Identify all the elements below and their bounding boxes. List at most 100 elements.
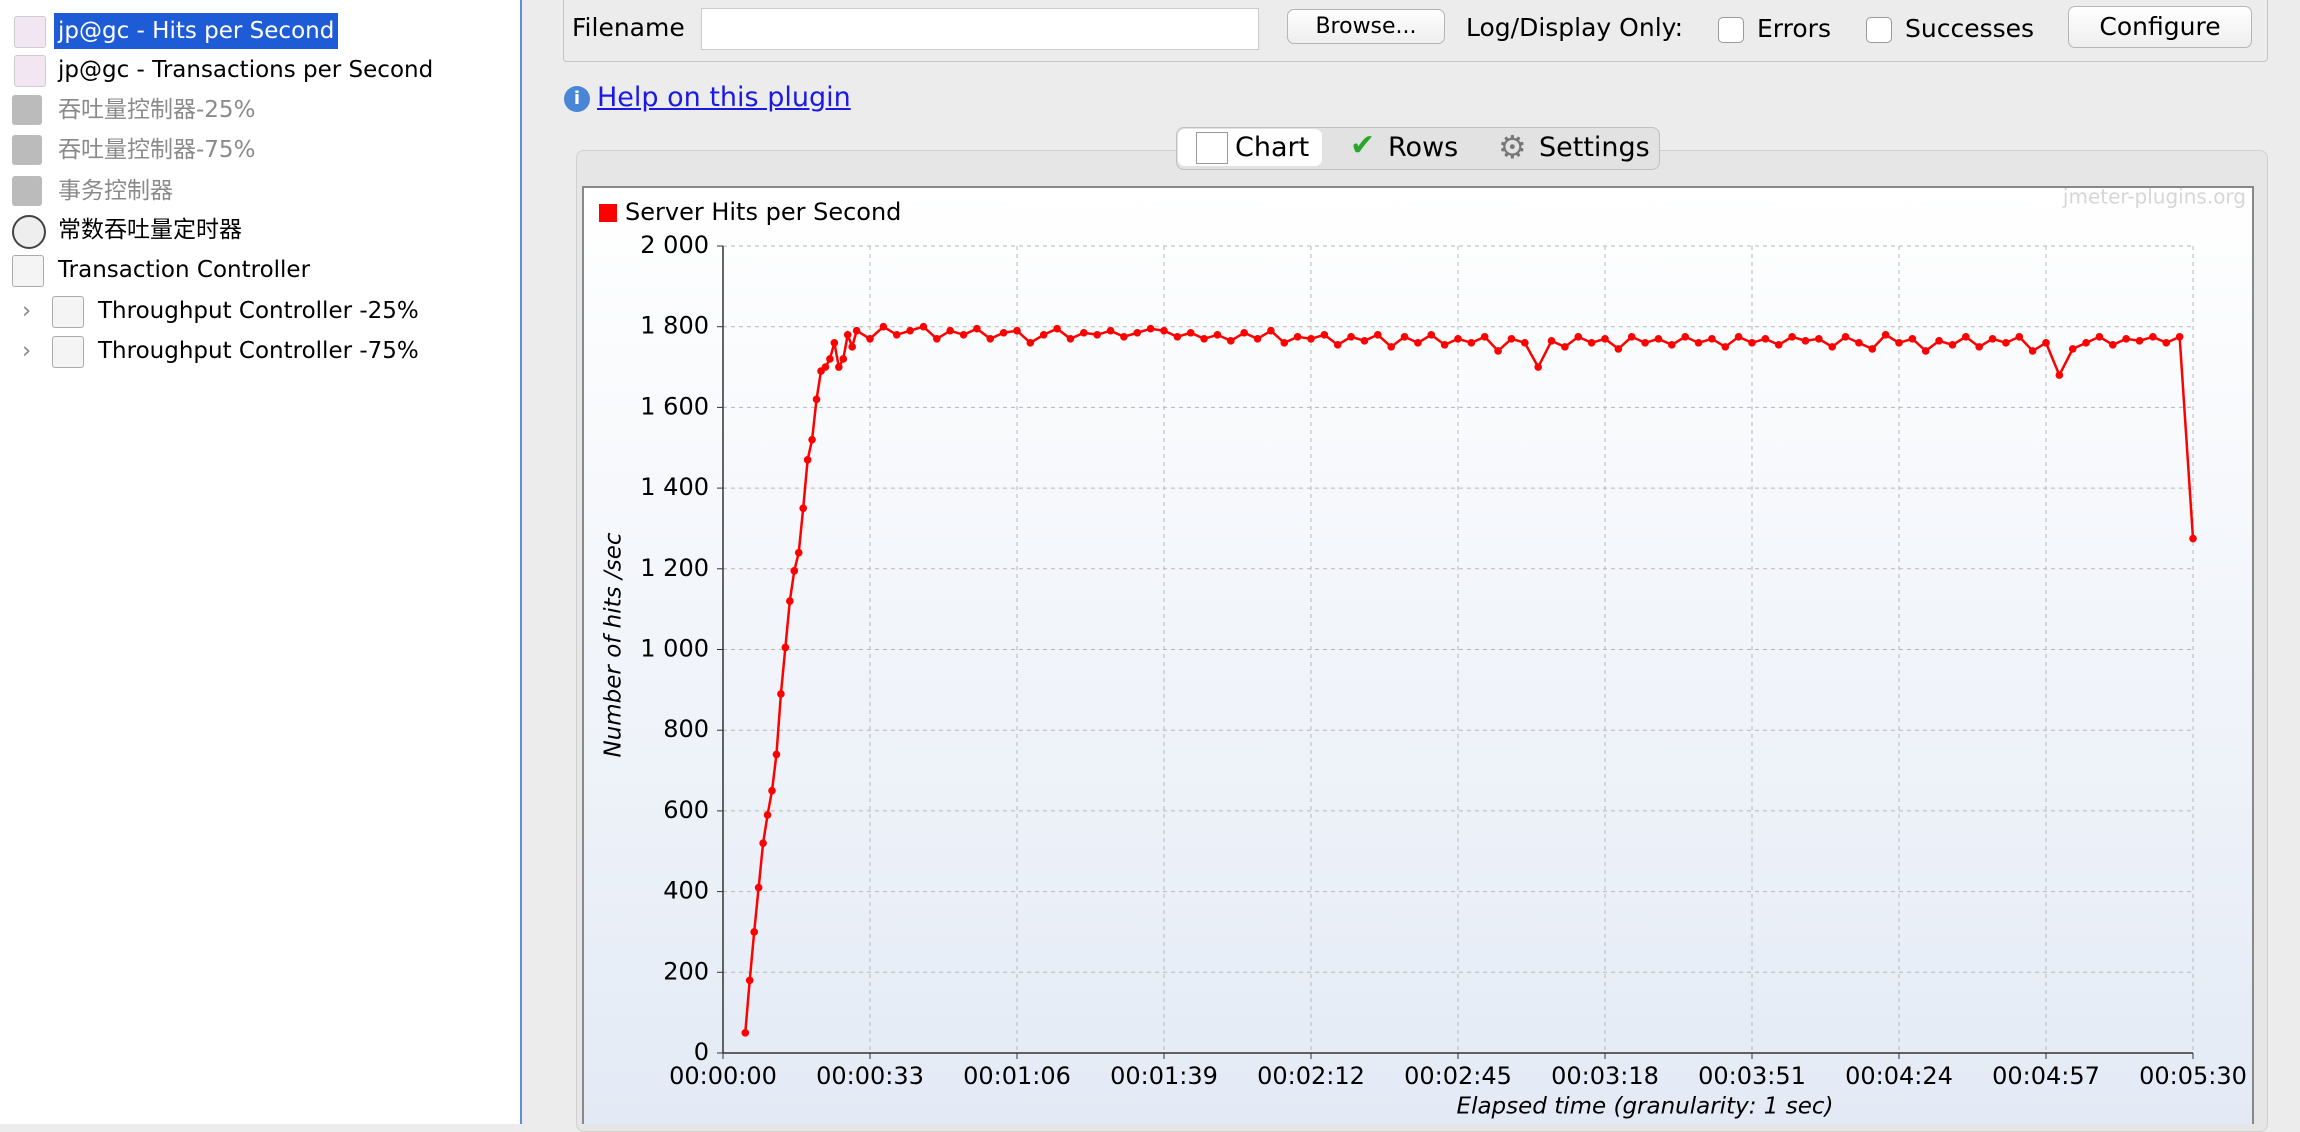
chart-tab-icon — [1196, 132, 1228, 164]
x-tick-label: 00:04:57 — [1992, 1062, 2100, 1090]
data-point — [1253, 335, 1262, 343]
data-point — [1347, 332, 1355, 341]
y-tick-label: 2 000 — [640, 231, 709, 259]
errors-checkbox[interactable] — [1718, 17, 1744, 43]
data-point — [1654, 335, 1663, 343]
data-point — [1333, 341, 1342, 349]
data-point — [1534, 363, 1542, 371]
y-tick-label: 1 600 — [640, 392, 709, 420]
legend-label: Server Hits per Second — [625, 198, 901, 226]
data-point — [1601, 335, 1609, 343]
tree-item[interactable]: 吞吐量控制器-75% — [58, 137, 256, 163]
data-point — [1801, 337, 1810, 345]
tree-item[interactable]: Throughput Controller -75% — [98, 338, 419, 364]
tab[interactable]: Rows — [1388, 132, 1459, 163]
data-point — [1561, 343, 1569, 351]
watermark: jmeter-plugins.org — [2062, 185, 2246, 209]
data-point — [768, 786, 776, 795]
data-point — [1975, 343, 1983, 351]
data-point — [1681, 332, 1689, 341]
configure-button[interactable]: Configure — [2068, 6, 2252, 48]
data-point — [1360, 337, 1369, 345]
data-point — [1908, 335, 1917, 343]
data-point — [1841, 332, 1850, 341]
data-point — [2042, 339, 2050, 347]
data-point — [781, 643, 790, 652]
tab[interactable]: Settings — [1539, 132, 1650, 163]
data-point — [1066, 335, 1075, 343]
x-tick-label: 00:01:39 — [1110, 1062, 1218, 1090]
data-point — [1053, 324, 1061, 333]
tree-item[interactable]: jp@gc - Transactions per Second — [58, 57, 434, 83]
data-point — [2135, 337, 2144, 345]
data-point — [1120, 332, 1128, 341]
data-point — [1641, 339, 1649, 347]
data-point — [1307, 335, 1315, 343]
help-link[interactable]: Help on this plugin — [597, 82, 851, 113]
data-point — [919, 322, 928, 331]
y-tick-label: 1 000 — [640, 635, 709, 663]
tab[interactable]: Chart — [1235, 132, 1310, 163]
successes-label: Successes — [1905, 14, 2035, 43]
data-point — [1280, 339, 1289, 347]
tree-panel: jp@gc - Hits per Second jp@gc - Transact… — [0, 0, 522, 1124]
data-point — [1668, 341, 1676, 349]
data-point — [1815, 335, 1823, 343]
data-point — [2189, 534, 2197, 543]
tree-item[interactable]: 事务控制器 — [58, 178, 173, 204]
data-point — [1293, 332, 1302, 341]
log-display-label: Log/Display Only: — [1466, 13, 1684, 42]
data-point — [803, 456, 812, 464]
data-point — [1186, 328, 1195, 337]
data-point — [959, 330, 968, 339]
x-tick-label: 00:05:30 — [2139, 1062, 2247, 1090]
data-point — [986, 335, 995, 343]
data-point — [1320, 330, 1329, 339]
data-point — [772, 750, 781, 759]
data-point — [1427, 330, 1436, 339]
data-point — [826, 355, 834, 363]
data-point — [1721, 343, 1730, 351]
data-point — [2175, 332, 2184, 341]
tree-item[interactable]: 常数吞吐量定时器 — [58, 217, 242, 243]
expander[interactable]: › — [22, 298, 32, 324]
data-point — [1574, 332, 1583, 341]
tree-icon — [12, 215, 46, 249]
data-point — [999, 328, 1008, 337]
data-point — [1213, 330, 1222, 339]
data-point — [2002, 339, 2010, 347]
data-point — [906, 326, 914, 335]
y-tick-label: 400 — [663, 877, 709, 905]
data-point — [2122, 335, 2130, 343]
x-tick-label: 00:03:18 — [1551, 1062, 1659, 1090]
file-panel — [563, 0, 2268, 62]
expander[interactable]: › — [22, 338, 32, 364]
data-point — [1988, 335, 1997, 343]
tree-item[interactable]: 吞吐量控制器-25% — [58, 97, 256, 123]
tree-item[interactable]: jp@gc - Hits per Second — [54, 13, 339, 49]
data-point — [1614, 345, 1623, 353]
data-point — [1039, 330, 1048, 339]
y-tick-label: 600 — [663, 796, 709, 824]
successes-checkbox[interactable] — [1866, 17, 1892, 43]
tree-item[interactable]: Transaction Controller — [58, 257, 311, 283]
data-point — [835, 363, 843, 371]
data-point — [1694, 339, 1703, 347]
data-point — [1267, 326, 1275, 335]
data-point — [741, 1029, 750, 1037]
data-point — [866, 335, 874, 343]
filename-input[interactable] — [701, 8, 1259, 50]
data-point — [1761, 335, 1770, 343]
tree-item[interactable]: Throughput Controller -25% — [98, 298, 419, 324]
data-point — [1400, 332, 1409, 341]
data-point — [1547, 337, 1556, 345]
data-point — [1454, 335, 1462, 343]
browse-button[interactable]: Browse... — [1287, 9, 1445, 44]
data-point — [1895, 339, 1903, 347]
data-point — [821, 363, 830, 371]
data-point — [1173, 332, 1182, 341]
data-point — [754, 883, 763, 892]
data-point — [1881, 330, 1890, 339]
data-point — [1026, 339, 1035, 347]
